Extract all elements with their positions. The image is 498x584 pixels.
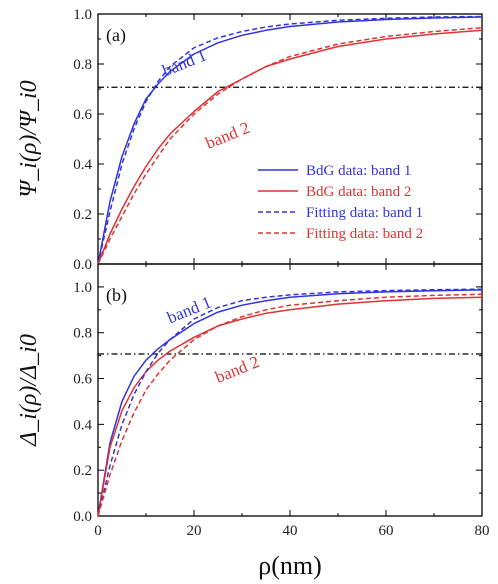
series-line-a-0 [97, 16, 483, 265]
y-tick-label-b: 0.2 [73, 463, 92, 479]
y-tick-label-b: 0.8 [73, 326, 92, 342]
panel-b-frame [97, 263, 483, 517]
y-tick-label-a: 0.2 [73, 207, 92, 223]
x-axis-label: ρ(nm) [258, 551, 322, 580]
y-tick-label-a: 0.4 [73, 157, 92, 173]
series-line-b-2 [97, 288, 483, 517]
x-tick-label: 0 [94, 523, 102, 539]
y-tick-label-a: 0.8 [73, 57, 92, 73]
y-tick-label-b: 0.4 [73, 417, 92, 433]
series-line-a-3 [97, 27, 483, 265]
series-line-b-1 [97, 296, 483, 517]
y-tick-label-a: 0.0 [73, 257, 92, 273]
band-annotation-b-0: band 1 [164, 293, 214, 328]
y-tick-label-b: 1.0 [73, 280, 92, 296]
series-line-a-1 [97, 29, 483, 265]
series-line-b-3 [97, 293, 483, 517]
y-tick-label-b: 0.6 [73, 372, 92, 388]
y-tick-label-a: 1.0 [73, 7, 92, 23]
legend-entry-label: BdG data: band 2 [306, 184, 411, 200]
x-tick-label: 80 [475, 523, 490, 539]
panel-a-frame [97, 13, 483, 265]
legend-entry-label: Fitting data: band 2 [306, 226, 423, 242]
chart-marks: 0.0 0.2 0.4 0.6 0.8 1.0 band 1 band 2 0.0 0.2 0.4 0… [73, 7, 489, 539]
legend-entry-label: Fitting data: band 1 [306, 205, 423, 221]
panel-b-ylabel: Δ_i(ρ)/Δ_i0 [16, 334, 42, 447]
panel-b: (b) [97, 263, 483, 517]
series-line-a-2 [97, 15, 483, 265]
panel-a-label: (a) [106, 25, 126, 46]
x-tick-label: 60 [379, 523, 394, 539]
panel-b-label: (b) [106, 285, 127, 306]
legend-entry-label: BdG data: band 1 [306, 163, 411, 179]
x-tick-label: 40 [283, 523, 298, 539]
series-line-b-0 [97, 289, 483, 517]
y-tick-label-a: 0.6 [73, 107, 92, 123]
panel-a: (a) [97, 13, 483, 265]
y-tick-label-b: 0.0 [73, 509, 92, 525]
band-annotation-a-0: band 1 [160, 45, 210, 80]
band-annotation-b-1: band 2 [212, 352, 262, 387]
legend: BdG data: band 1 BdG data: band 2 Fitting … [258, 163, 423, 242]
panel-a-ylabel: Ψ_i(ρ)/Ψ_i0 [16, 80, 42, 197]
x-tick-label: 20 [187, 523, 202, 539]
band-annotation-a-1: band 2 [203, 118, 253, 153]
